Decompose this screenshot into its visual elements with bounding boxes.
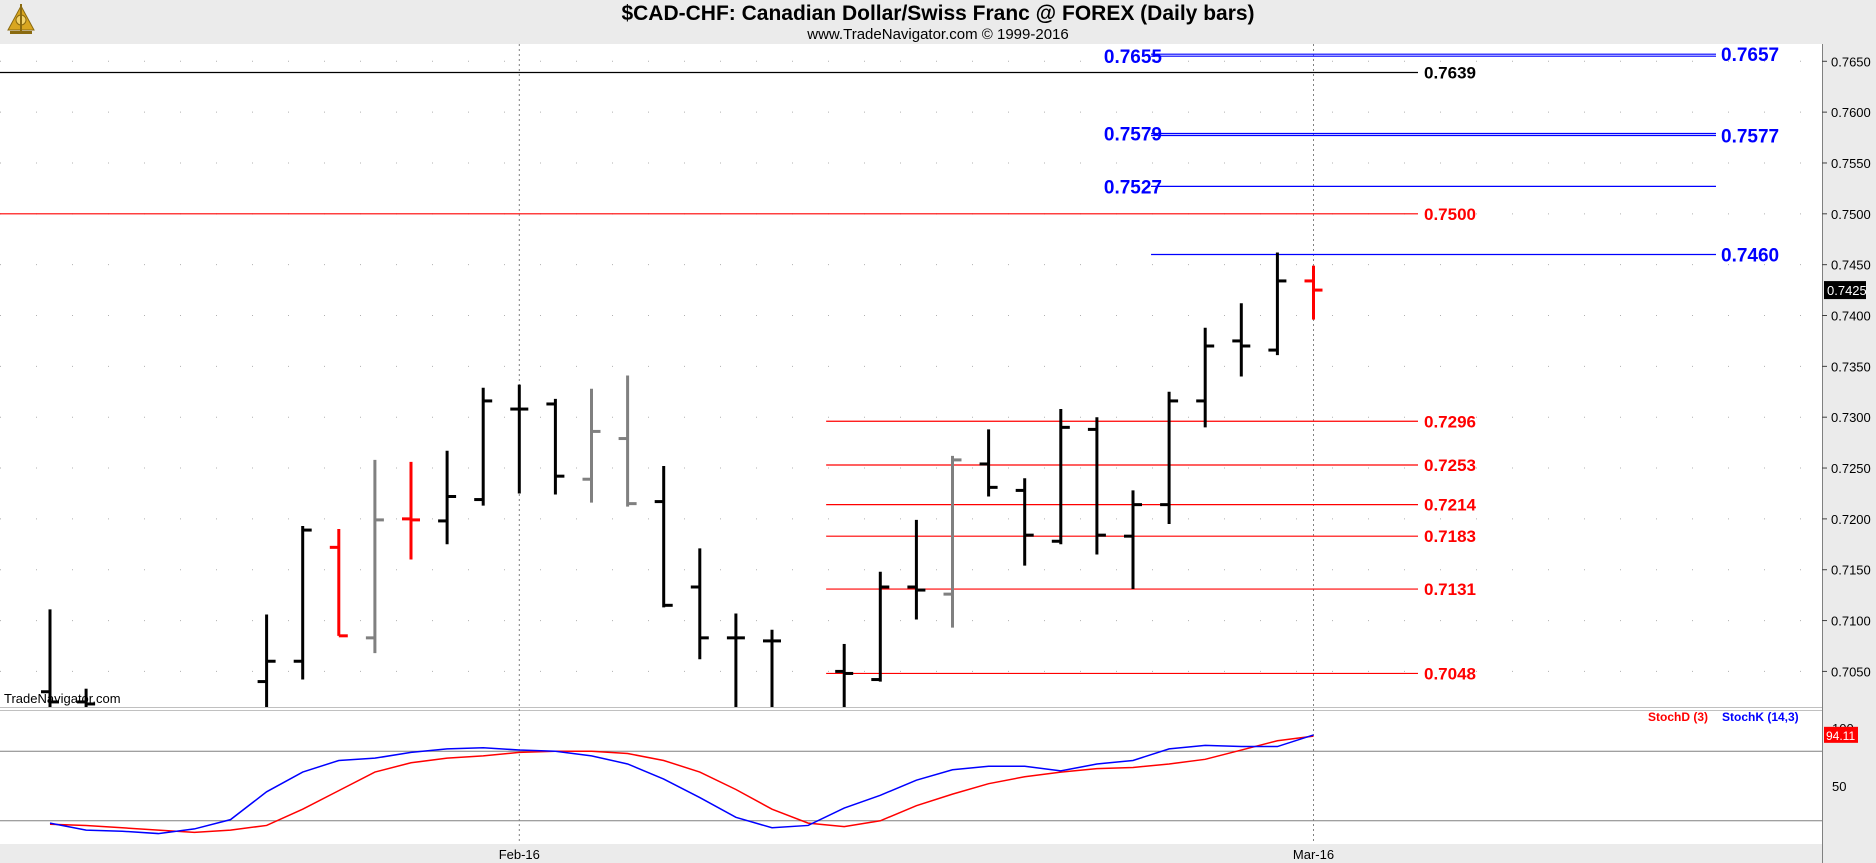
level-label: 0.7253 (1424, 456, 1476, 475)
stoch-series-line (49, 734, 1314, 835)
stoch-series-line (49, 735, 1314, 834)
y-axis-tick-label: 0.7250 (1831, 461, 1871, 476)
x-axis-tick-label: Mar-16 (1293, 847, 1334, 862)
level-label: 0.7183 (1424, 527, 1476, 546)
last-price-label: 0.7425 (1827, 283, 1867, 298)
level-label: 0.7131 (1424, 580, 1476, 599)
watermark: TradeNavigator.com (4, 691, 121, 706)
chart-title: $CAD-CHF: Canadian Dollar/Swiss Franc @ … (621, 2, 1255, 25)
legend-stochk: StochK (14,3) (1722, 710, 1799, 724)
y-axis-tick-label: 0.7100 (1831, 614, 1871, 629)
stoch-last-value-box (1824, 726, 1858, 743)
stoch-last-value-label: 94.11 (1826, 729, 1855, 743)
stoch-y-tick-label: 50 (1832, 779, 1846, 794)
level-label: 0.7577 (1721, 127, 1779, 148)
sextant-logo-icon (4, 2, 38, 41)
y-axis-tick-label: 0.7400 (1831, 309, 1871, 324)
y-axis-tick-label: 0.7200 (1831, 512, 1871, 527)
level-label: 0.7500 (1424, 205, 1476, 224)
level-label: 0.7296 (1424, 412, 1476, 431)
x-axis-tick-label: Feb-16 (499, 847, 540, 862)
level-label: 0.7460 (1721, 245, 1779, 266)
level-label: 0.7527 (1104, 177, 1162, 198)
y-axis-tick-label: 0.7150 (1831, 563, 1871, 578)
price-axis-background (1822, 44, 1876, 863)
date-axis-background (0, 844, 1876, 863)
chart-subtitle: www.TradeNavigator.com © 1999-2016 (807, 26, 1069, 43)
y-axis-tick-label: 0.7650 (1831, 54, 1871, 69)
level-label: 0.7655 (1104, 47, 1163, 68)
level-label: 0.7639 (1424, 63, 1476, 82)
y-axis-tick-label: 0.7350 (1831, 359, 1871, 374)
chart-header (0, 0, 1876, 44)
ohlc-bars (41, 252, 1323, 707)
last-price-box (1824, 281, 1866, 300)
level-label: 0.7048 (1424, 664, 1476, 683)
y-axis-tick-label: 0.7600 (1831, 105, 1871, 120)
level-label: 0.7214 (1424, 496, 1477, 515)
y-axis-tick-label: 0.7500 (1831, 207, 1871, 222)
y-axis-tick-label: 0.7050 (1831, 664, 1871, 679)
level-label: 0.7579 (1104, 124, 1162, 145)
y-axis-tick-label: 0.7450 (1831, 258, 1871, 273)
legend-stochd: StochD (3) (1648, 710, 1708, 724)
y-axis-tick-label: 0.7550 (1831, 156, 1871, 171)
level-label: 0.7657 (1721, 45, 1779, 66)
y-axis-tick-label: 0.7300 (1831, 410, 1871, 425)
